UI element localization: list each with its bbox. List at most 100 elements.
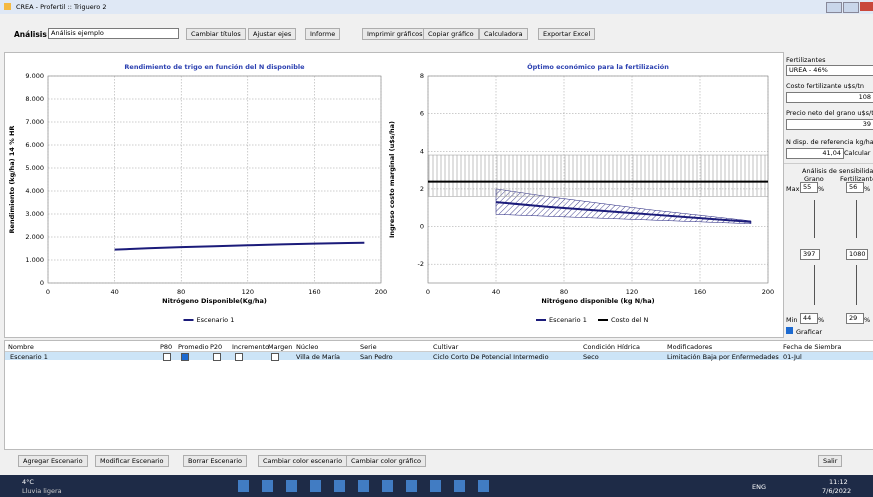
y-axis-label: Ingreso costo marginal (u$s/ha) bbox=[388, 121, 396, 238]
toolbar-button[interactable]: Imprimir gráficos bbox=[362, 28, 428, 40]
row-highlight bbox=[5, 352, 873, 360]
y-tick-label: 1.000 bbox=[25, 256, 44, 264]
label: % bbox=[818, 185, 825, 193]
close[interactable] bbox=[860, 2, 873, 11]
toolbar-button[interactable]: Calculadora bbox=[479, 28, 528, 40]
toolbar-button[interactable]: Cambiar títulos bbox=[186, 28, 246, 40]
y-tick-label: 2 bbox=[420, 185, 424, 193]
toolbar-button[interactable]: Copiar gráfico bbox=[423, 28, 479, 40]
taskbar-icons[interactable] bbox=[238, 480, 498, 492]
x-tick-label: 40 bbox=[110, 288, 118, 296]
input[interactable]: 55 bbox=[800, 182, 818, 193]
slider[interactable] bbox=[814, 265, 815, 305]
charts: Rendimiento de trigo en función del N di… bbox=[8, 62, 774, 324]
column-header: Núcleo bbox=[296, 343, 319, 351]
legend-label: Escenario 1 bbox=[549, 316, 587, 324]
input[interactable]: 29 bbox=[846, 313, 864, 324]
fert-select[interactable]: UREA - 46% bbox=[786, 65, 873, 76]
price-input[interactable]: 39 bbox=[786, 119, 873, 130]
taskbar: 4°C Lluvia ligera ENG 11:12 7/6/2022 bbox=[0, 475, 873, 497]
y-tick-label: 8 bbox=[420, 72, 424, 80]
x-axis-label: Nitrógeno Disponible(Kg/ha) bbox=[162, 297, 267, 305]
y-tick-label: 7.000 bbox=[25, 118, 44, 126]
label: Graficar bbox=[796, 328, 823, 336]
checkbox[interactable] bbox=[271, 353, 279, 361]
button[interactable]: Agregar Escenario bbox=[18, 455, 88, 467]
column-header: Fecha de Siembra bbox=[783, 343, 842, 351]
column-header: Margen bbox=[268, 343, 293, 351]
x-tick-label: 160 bbox=[694, 288, 706, 296]
label: Grano bbox=[804, 175, 824, 183]
input[interactable]: 397 bbox=[800, 249, 820, 260]
button[interactable]: Modificar Escenario bbox=[95, 455, 169, 467]
column-header: P80 bbox=[160, 343, 173, 351]
legend-label: Costo del N bbox=[611, 316, 648, 324]
checkbox[interactable] bbox=[235, 353, 243, 361]
series-line bbox=[495, 201, 752, 223]
toolbar-button[interactable]: Exportar Excel bbox=[538, 28, 596, 40]
y-tick-label: 5.000 bbox=[25, 164, 44, 172]
y-tick-label: -2 bbox=[418, 260, 424, 268]
checkbox[interactable] bbox=[181, 353, 189, 361]
cell: Limitación Baja por Enfermedades bbox=[667, 353, 779, 361]
calc-button[interactable]: Calcular bbox=[844, 149, 871, 157]
cell: Escenario 1 bbox=[10, 353, 48, 361]
column-header: Modificadores bbox=[667, 343, 713, 351]
label: Fertilizantes bbox=[786, 56, 826, 64]
language: ENG bbox=[752, 483, 767, 491]
label: % bbox=[818, 316, 825, 324]
y-tick-label: 6 bbox=[420, 110, 424, 118]
window-title: CREA - Profertil :: Triguero 2 bbox=[16, 3, 107, 11]
slider[interactable] bbox=[856, 200, 857, 238]
maximize[interactable] bbox=[843, 2, 859, 13]
checkbox[interactable] bbox=[213, 353, 221, 361]
checkbox[interactable] bbox=[786, 327, 793, 334]
column-header: Serie bbox=[360, 343, 377, 351]
separator bbox=[784, 163, 873, 164]
y-tick-label: 0 bbox=[420, 223, 424, 231]
slider[interactable] bbox=[814, 200, 815, 238]
button[interactable]: Salir bbox=[818, 455, 843, 467]
x-tick-label: 200 bbox=[375, 288, 387, 296]
toolbar-button[interactable]: Ajustar ejes bbox=[248, 28, 297, 40]
analysis-select[interactable]: Análisis ejemplo bbox=[48, 28, 179, 39]
label: % bbox=[864, 316, 871, 324]
x-tick-label: 0 bbox=[426, 288, 430, 296]
weather: Lluvia ligera bbox=[22, 487, 62, 495]
y-tick-label: 4.000 bbox=[25, 187, 44, 195]
button[interactable]: Cambiar color escenario bbox=[258, 455, 348, 467]
y-tick-label: 9.000 bbox=[25, 72, 44, 80]
label: Fertilizante bbox=[840, 175, 873, 183]
cell: 01-Jul bbox=[783, 353, 802, 361]
cell: San Pedro bbox=[360, 353, 393, 361]
slider[interactable] bbox=[856, 265, 857, 305]
y-tick-label: 2.000 bbox=[25, 233, 44, 241]
column-header: Promedio bbox=[178, 343, 209, 351]
series-line bbox=[114, 241, 365, 251]
label: Precio neto del grano u$s/tn bbox=[786, 109, 873, 117]
label: N disp. de referencia kg/ha bbox=[786, 138, 873, 146]
cell: Seco bbox=[583, 353, 599, 361]
column-header: P20 bbox=[210, 343, 223, 351]
minimize[interactable] bbox=[826, 2, 842, 13]
label: Max bbox=[786, 185, 800, 193]
ref-input[interactable]: 41,04 bbox=[786, 148, 844, 159]
x-tick-label: 160 bbox=[308, 288, 320, 296]
input[interactable]: 56 bbox=[846, 182, 864, 193]
input[interactable]: 44 bbox=[800, 313, 818, 324]
cell: Villa de María bbox=[296, 353, 341, 361]
chart-title: Óptimo económico para la fertilización bbox=[527, 62, 669, 71]
cost-input[interactable]: 108 bbox=[786, 92, 873, 103]
y-tick-label: 6.000 bbox=[25, 141, 44, 149]
x-tick-label: 0 bbox=[46, 288, 50, 296]
column-header: Incremento bbox=[232, 343, 270, 351]
x-tick-label: 80 bbox=[560, 288, 568, 296]
button[interactable]: Borrar Escenario bbox=[183, 455, 248, 467]
y-tick-label: 3.000 bbox=[25, 210, 44, 218]
x-axis-label: Nitrógeno disponible (kg N/ha) bbox=[541, 297, 654, 305]
toolbar-button[interactable]: Informe bbox=[305, 28, 341, 40]
input[interactable]: 1080 bbox=[846, 249, 868, 260]
checkbox[interactable] bbox=[163, 353, 171, 361]
button[interactable]: Cambiar color gráfico bbox=[346, 455, 427, 467]
